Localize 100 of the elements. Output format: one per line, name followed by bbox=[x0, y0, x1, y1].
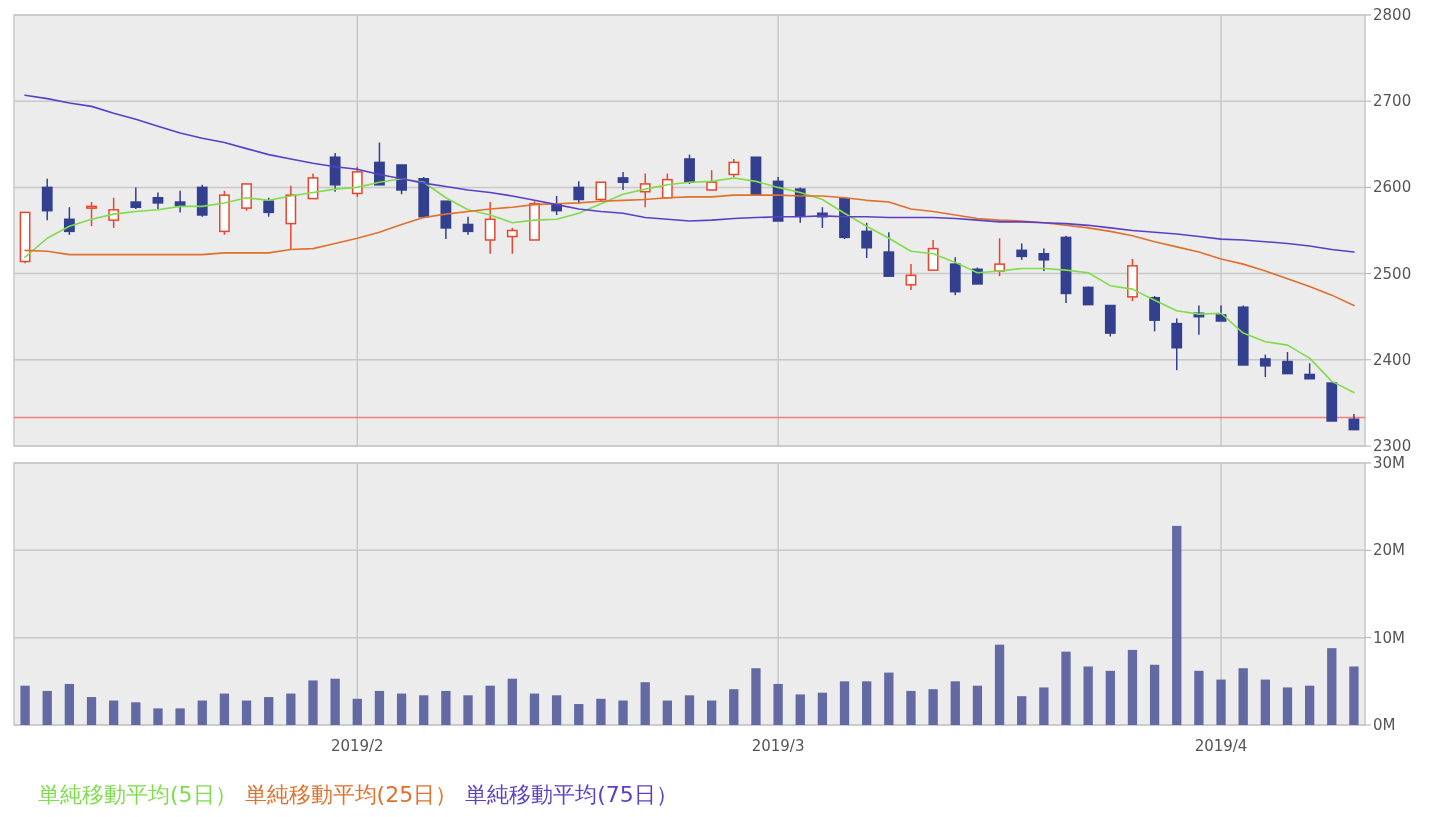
bar bbox=[839, 681, 850, 725]
bar bbox=[1260, 679, 1270, 725]
x-tick-label: 2019/2 bbox=[330, 737, 384, 755]
bar bbox=[264, 697, 274, 725]
bar bbox=[485, 685, 495, 725]
bar bbox=[419, 695, 429, 725]
text: 単純移動平均(75日） bbox=[465, 782, 678, 807]
y-tick-label: 2600 bbox=[1373, 178, 1412, 197]
bar bbox=[729, 689, 739, 725]
bar bbox=[441, 690, 451, 725]
bar bbox=[86, 697, 97, 725]
bar bbox=[1105, 670, 1115, 725]
bar bbox=[42, 690, 52, 725]
candlestick bbox=[506, 227, 518, 255]
candlestick bbox=[1259, 353, 1271, 378]
bar bbox=[64, 683, 75, 725]
bar bbox=[684, 695, 695, 725]
bar bbox=[109, 700, 119, 725]
bar bbox=[352, 698, 362, 725]
candlestick bbox=[1038, 247, 1050, 272]
candlestick bbox=[41, 178, 53, 221]
bar bbox=[1304, 685, 1315, 725]
candlestick bbox=[706, 169, 718, 191]
bar bbox=[374, 690, 385, 725]
bar bbox=[463, 695, 473, 725]
candlestick bbox=[861, 221, 873, 259]
bar bbox=[972, 685, 983, 725]
bar bbox=[219, 693, 230, 725]
bar bbox=[773, 683, 783, 725]
y-tick-label: 0M bbox=[1373, 716, 1396, 734]
bar bbox=[596, 698, 606, 725]
y-tick-label: 20M bbox=[1373, 541, 1406, 560]
bar bbox=[994, 644, 1005, 725]
bar bbox=[551, 695, 562, 725]
candlestick bbox=[905, 263, 917, 291]
candlestick bbox=[462, 215, 474, 236]
bar bbox=[131, 702, 141, 725]
y-tick-label: 30M bbox=[1373, 454, 1406, 472]
bar bbox=[574, 704, 584, 725]
bar bbox=[1216, 679, 1226, 725]
bar bbox=[197, 700, 207, 725]
candlestick bbox=[174, 190, 186, 214]
candlestick bbox=[927, 239, 939, 271]
bar bbox=[286, 693, 296, 725]
candlestick bbox=[263, 196, 275, 218]
bar bbox=[1039, 687, 1049, 725]
bar bbox=[396, 693, 407, 725]
bar bbox=[1238, 668, 1248, 725]
y-tick-label: 2300 bbox=[1373, 437, 1412, 455]
bar bbox=[817, 692, 828, 725]
bar bbox=[153, 708, 163, 725]
candlestick bbox=[351, 165, 363, 198]
candlestick bbox=[130, 186, 142, 210]
bar bbox=[795, 694, 805, 725]
bar bbox=[330, 678, 340, 725]
y-tick-label: 10M bbox=[1373, 628, 1406, 647]
text: 単純移動平均(5日） bbox=[38, 782, 237, 807]
line-series bbox=[24, 94, 1355, 253]
bar bbox=[751, 668, 761, 725]
bar bbox=[1127, 649, 1138, 725]
y-tick-label: 2800 bbox=[1373, 6, 1412, 24]
bar bbox=[662, 700, 672, 725]
x-tick-label: 2019/3 bbox=[751, 737, 805, 755]
candlestick bbox=[86, 201, 97, 227]
bar bbox=[862, 681, 872, 725]
bar bbox=[707, 700, 717, 725]
bar bbox=[950, 681, 960, 725]
candlestick bbox=[1282, 351, 1293, 375]
bar bbox=[1327, 648, 1337, 725]
bar bbox=[640, 682, 650, 725]
bar bbox=[1172, 525, 1182, 725]
bar bbox=[1149, 664, 1160, 725]
bar bbox=[1349, 666, 1359, 725]
bar bbox=[529, 693, 540, 725]
y-tick-label: 2500 bbox=[1373, 264, 1412, 283]
bar bbox=[1017, 696, 1027, 725]
bar bbox=[906, 690, 916, 725]
bar bbox=[884, 672, 894, 725]
bar bbox=[175, 708, 185, 725]
bar bbox=[1083, 666, 1093, 725]
candlestick bbox=[684, 153, 695, 185]
bar bbox=[308, 680, 318, 725]
y-tick-label: 2400 bbox=[1373, 350, 1412, 369]
bar bbox=[1194, 670, 1204, 725]
bar bbox=[928, 689, 938, 725]
bar bbox=[618, 700, 628, 725]
bar bbox=[20, 685, 30, 725]
bar bbox=[1282, 687, 1293, 725]
bar bbox=[1061, 651, 1071, 725]
candlestick bbox=[484, 201, 496, 255]
bar bbox=[241, 700, 252, 725]
candlestick bbox=[728, 158, 740, 178]
candlestick bbox=[994, 237, 1005, 277]
x-tick-label: 2019/4 bbox=[1194, 737, 1248, 755]
candlestick bbox=[617, 171, 629, 191]
candlestick bbox=[1149, 295, 1160, 333]
bar bbox=[507, 678, 517, 725]
candlestick bbox=[573, 180, 585, 205]
text: 単純移動平均(25日） bbox=[244, 782, 458, 807]
y-tick-label: 2700 bbox=[1373, 92, 1412, 111]
